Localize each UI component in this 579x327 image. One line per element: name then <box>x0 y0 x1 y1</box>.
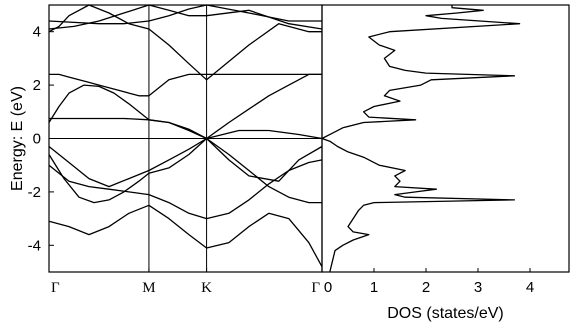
band-line-8 <box>206 73 322 140</box>
dos-panel-frame <box>321 4 570 273</box>
k-point-label: Γ <box>311 280 320 296</box>
y-tick-label: -2 <box>28 184 41 201</box>
band-line-12 <box>48 137 322 204</box>
y-tick-label: 2 <box>33 77 41 94</box>
band-line-3 <box>48 4 322 81</box>
dos-line <box>321 5 521 273</box>
band-line-11 <box>206 138 323 182</box>
k-point-label: Γ <box>51 280 60 296</box>
band-line-10 <box>48 137 207 188</box>
axis-labels: Energy: E (eV) DOS (states/eV) <box>9 86 504 322</box>
k-point-label: K <box>201 280 212 296</box>
y-axis-label: Energy: E (eV) <box>9 86 26 191</box>
dos-tick-label: 3 <box>474 279 482 296</box>
dos-tick-label: 0 <box>324 279 332 296</box>
dos-tick-label: 1 <box>370 279 378 296</box>
band-line-4 <box>49 73 149 97</box>
dos-tick-label: 4 <box>526 279 534 296</box>
k-point-label: M <box>142 280 155 296</box>
band-line-9 <box>206 129 323 140</box>
y-tick-label: -4 <box>28 237 41 254</box>
dos-axis-label: DOS (states/eV) <box>387 305 503 322</box>
band-structure-curves <box>48 4 323 268</box>
band-line-13 <box>48 159 323 220</box>
band-line-2 <box>48 4 323 30</box>
y-tick-label: 4 <box>33 24 41 41</box>
dos-tick-label: 2 <box>422 279 430 296</box>
dos-curve <box>321 5 521 273</box>
y-tick-label: 0 <box>33 131 41 148</box>
band-line-14 <box>48 204 323 268</box>
band-line-5 <box>148 73 322 97</box>
band-line-7 <box>49 117 207 140</box>
